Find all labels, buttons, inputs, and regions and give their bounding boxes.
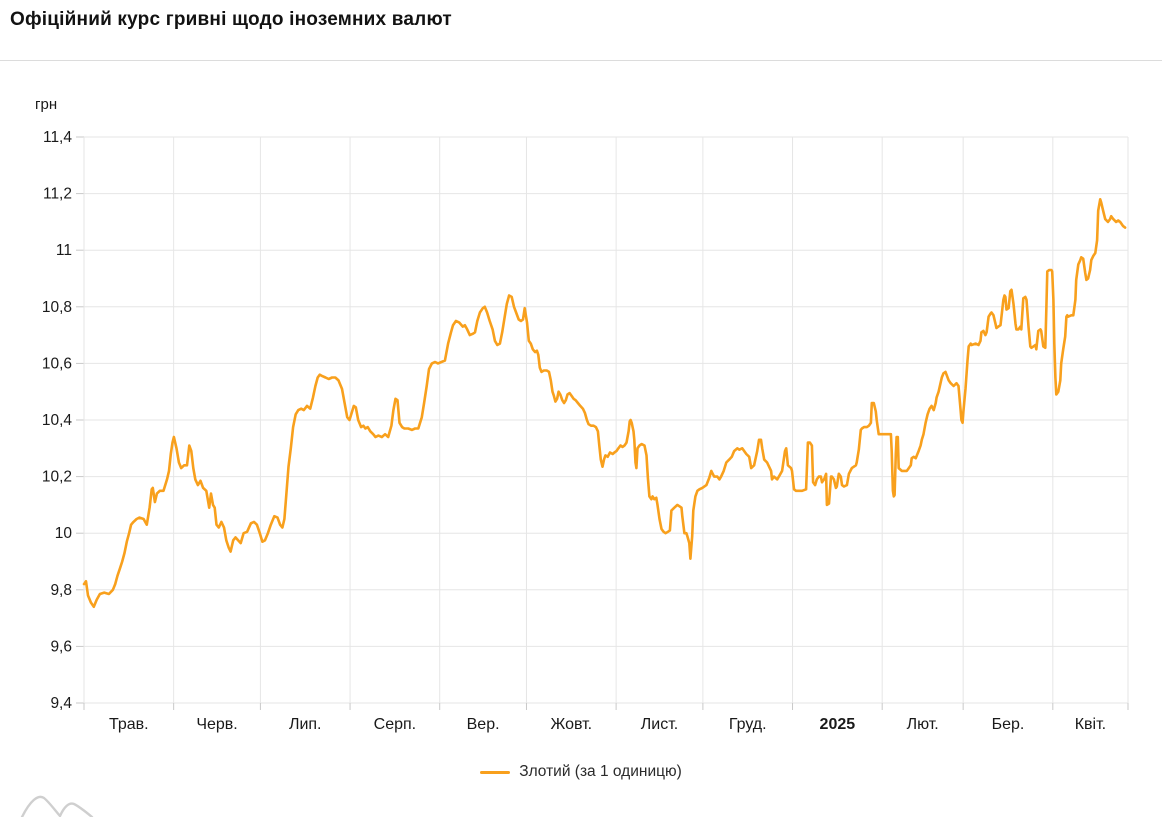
header-divider — [0, 60, 1162, 61]
svg-text:9,4: 9,4 — [50, 695, 72, 712]
svg-text:10: 10 — [55, 525, 73, 542]
svg-text:Черв.: Черв. — [196, 716, 237, 733]
chart-legend: Злотий (за 1 одиницю) — [0, 763, 1162, 781]
svg-text:Бер.: Бер. — [992, 716, 1025, 733]
svg-text:Трав.: Трав. — [109, 716, 149, 733]
svg-text:Серп.: Серп. — [374, 716, 416, 733]
svg-text:2025: 2025 — [820, 716, 856, 733]
svg-text:9,6: 9,6 — [50, 638, 72, 655]
svg-text:Лист.: Лист. — [641, 716, 678, 733]
svg-text:11,4: 11,4 — [43, 129, 72, 146]
svg-text:Лип.: Лип. — [289, 716, 322, 733]
svg-text:Вер.: Вер. — [467, 716, 500, 733]
svg-text:10,4: 10,4 — [42, 412, 73, 429]
y-axis-unit-label: грн — [35, 96, 58, 113]
svg-text:10,8: 10,8 — [42, 299, 72, 316]
svg-text:10,6: 10,6 — [42, 355, 72, 372]
svg-text:9,8: 9,8 — [50, 582, 72, 599]
page-title: Офіційний курс гривні щодо іноземних вал… — [10, 9, 452, 30]
watermark-mountains-icon — [20, 795, 94, 817]
legend-line-swatch-icon — [480, 770, 511, 774]
svg-text:Лют.: Лют. — [907, 716, 939, 733]
svg-text:11: 11 — [56, 242, 72, 259]
legend-label: Злотий (за 1 одиницю) — [519, 763, 682, 780]
svg-text:10,2: 10,2 — [42, 469, 72, 486]
svg-text:Груд.: Груд. — [729, 716, 767, 733]
svg-text:Жовт.: Жовт. — [550, 716, 592, 733]
svg-text:11,2: 11,2 — [43, 186, 72, 203]
legend-item-zloty[interactable]: Злотий (за 1 одиницю) — [480, 763, 682, 781]
svg-text:Квіт.: Квіт. — [1075, 716, 1106, 733]
